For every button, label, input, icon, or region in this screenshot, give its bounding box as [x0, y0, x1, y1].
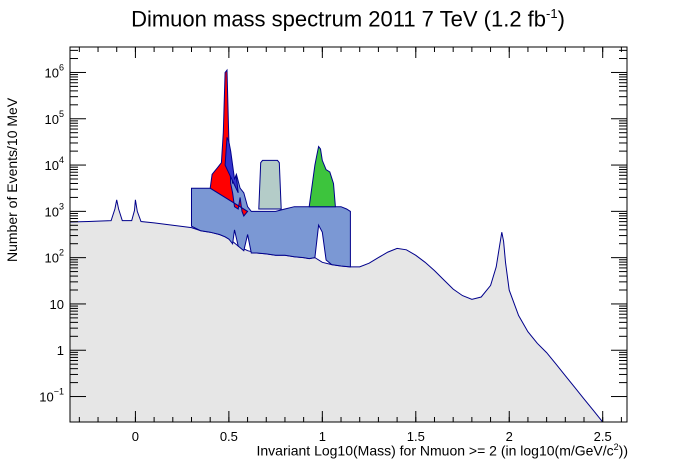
- y-tick-label-2: 10: [50, 297, 64, 312]
- y-tick-label-7: 106: [45, 62, 64, 80]
- y-tick-label-3: 102: [45, 248, 64, 266]
- x-tick-label-5: 2.5: [594, 429, 612, 444]
- x-axis-label: Invariant Log10(Mass) for Nmuon >= 2 (in…: [256, 442, 628, 459]
- series-3-area: [308, 145, 336, 208]
- chart-title-superscript: -1: [546, 6, 558, 21]
- chart-title-text: Dimuon mass spectrum 2011 7 TeV (1.2 fb: [131, 6, 547, 32]
- y-tick-label-6: 105: [45, 109, 64, 127]
- x-tick-label-0: 0: [132, 429, 139, 444]
- plot-frame: [69, 46, 628, 423]
- x-axis-label-superscript: 2: [613, 442, 619, 452]
- x-axis-label-text: Invariant Log10(Mass) for Nmuon >= 2 (in…: [256, 442, 614, 459]
- chart-title-end: ): [557, 6, 565, 32]
- x-tick-label-1: 0.5: [220, 429, 238, 444]
- series-5-area: [224, 137, 239, 194]
- y-tick-label-0: 10−1: [39, 387, 64, 405]
- x-tick-label-2: 1: [319, 429, 326, 444]
- chart-title: Dimuon mass spectrum 2011 7 TeV (1.2 fb-…: [0, 6, 696, 32]
- y-tick-label-5: 104: [45, 155, 64, 173]
- y-tick-label-4: 103: [45, 201, 64, 219]
- series-2-area: [258, 159, 282, 210]
- x-tick-label-3: 1.5: [407, 429, 425, 444]
- x-tick-label-4: 2: [506, 429, 513, 444]
- y-tick-label-1: 1: [57, 343, 64, 358]
- x-axis-label-end: )): [618, 442, 628, 459]
